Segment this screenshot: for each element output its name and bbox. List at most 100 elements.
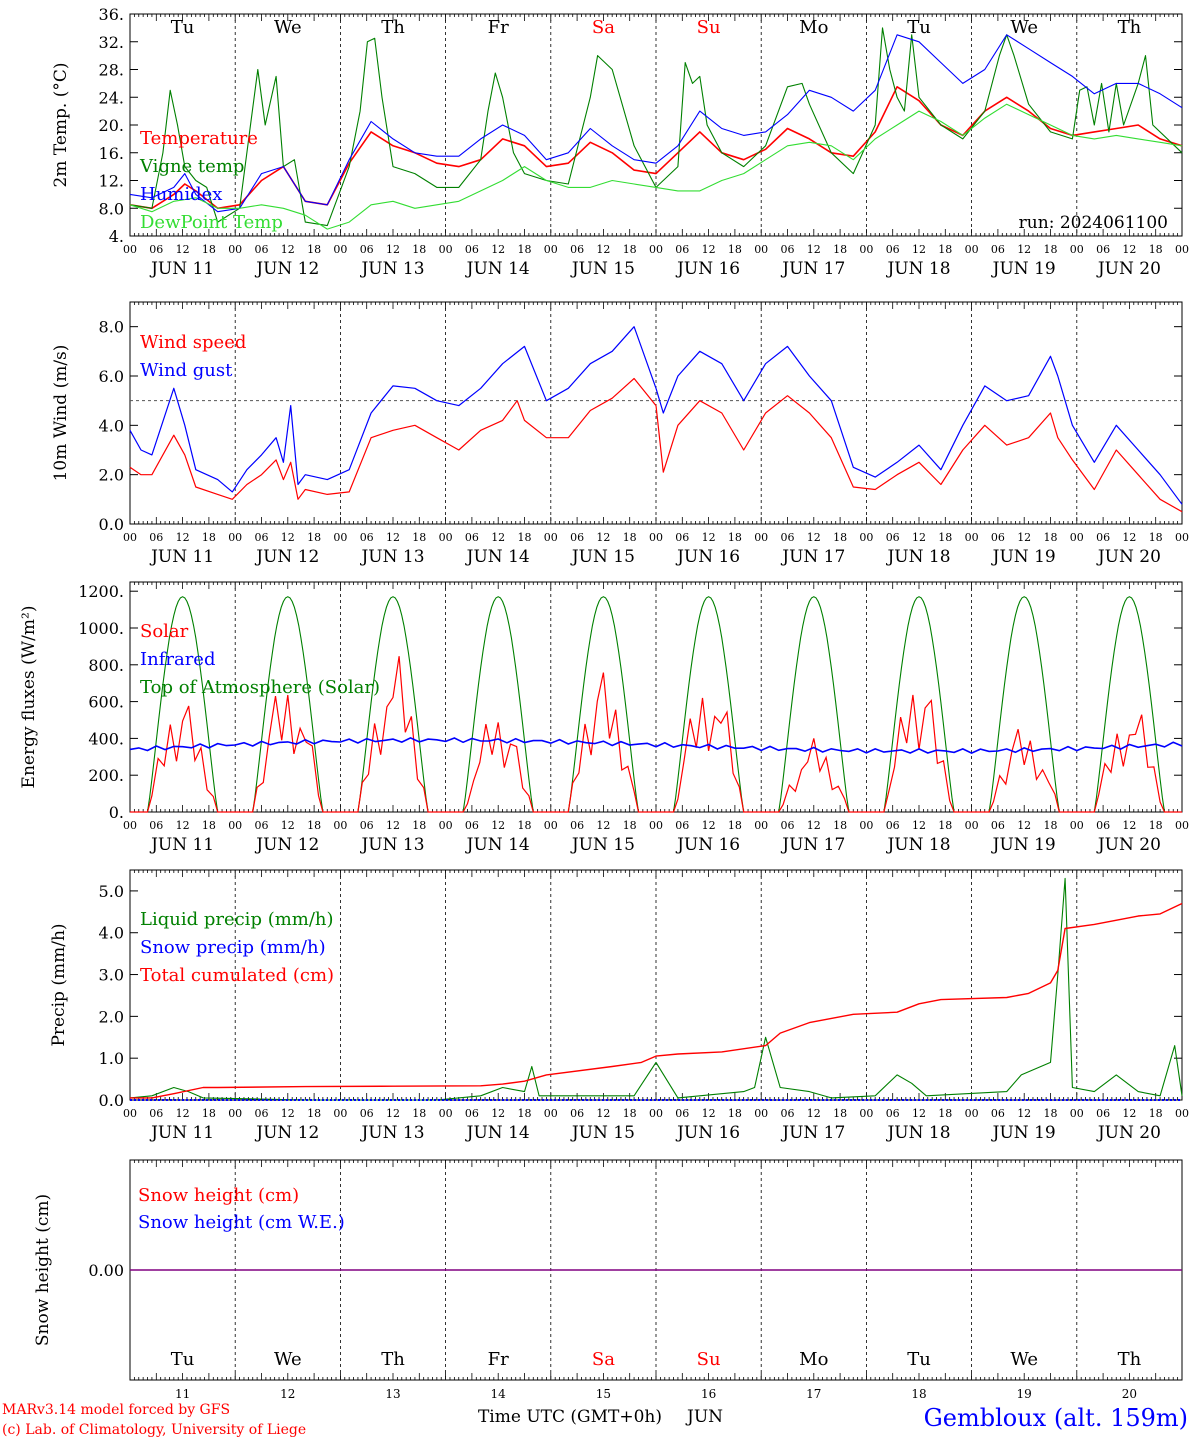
wind-date-label: JUN 20 xyxy=(1096,547,1161,567)
snow-weekday-label: Su xyxy=(697,1349,721,1370)
energy-hour-label: 06 xyxy=(465,819,479,832)
snow-weekday-label: Th xyxy=(1118,1349,1142,1370)
x-axis-label: Time UTC (GMT+0h) xyxy=(478,1407,662,1427)
run-label: run: 2024061100 xyxy=(1019,213,1168,233)
temperature-hour-label: 12 xyxy=(491,243,505,256)
wind-date-label: JUN 11 xyxy=(149,547,214,567)
precip-hour-label: 18 xyxy=(307,1107,321,1120)
temperature-legend-entry: Humidex xyxy=(140,184,222,205)
precip-hour-label: 00 xyxy=(333,1107,347,1120)
temperature-hour-label: 06 xyxy=(149,243,163,256)
temperature-date-label: JUN 17 xyxy=(780,259,845,279)
energy-legend-entry: Infrared xyxy=(140,649,215,670)
energy-hour-label: 06 xyxy=(675,819,689,832)
day-number-label: 17 xyxy=(806,1387,821,1401)
temperature-hour-label: 18 xyxy=(412,243,426,256)
energy-legend-entry: Solar xyxy=(140,621,189,642)
wind-y-tick-label: 8.0 xyxy=(99,318,124,337)
energy-toa-arch xyxy=(1093,596,1166,813)
temperature-weekday-label: Sa xyxy=(592,17,615,38)
precip-date-label: JUN 14 xyxy=(465,1123,530,1143)
energy-hour-label: 06 xyxy=(781,819,795,832)
precip-hour-label: 06 xyxy=(149,1107,163,1120)
precip-hour-label: 00 xyxy=(1175,1107,1189,1120)
wind-hour-label: 18 xyxy=(518,531,532,544)
temperature-hour-label: 18 xyxy=(307,243,321,256)
snow-weekday-label: Tu xyxy=(907,1349,931,1370)
wind-hour-label: 00 xyxy=(1070,531,1084,544)
energy-hour-label: 12 xyxy=(702,819,716,832)
precip-hour-label: 06 xyxy=(255,1107,269,1120)
precip-date-label: JUN 20 xyxy=(1096,1123,1161,1143)
wind-hour-label: 00 xyxy=(859,531,873,544)
wind-hour-label: 12 xyxy=(491,531,505,544)
energy-hour-label: 18 xyxy=(1149,819,1163,832)
precip-hour-label: 06 xyxy=(781,1107,795,1120)
precip-date-label: JUN 12 xyxy=(254,1123,319,1143)
energy-hour-label: 18 xyxy=(412,819,426,832)
energy-hour-label: 18 xyxy=(938,819,952,832)
precip-hour-label: 18 xyxy=(833,1107,847,1120)
precip-hour-label: 06 xyxy=(1096,1107,1110,1120)
wind-y-tick-label: 0.0 xyxy=(99,515,124,534)
temperature-hour-label: 06 xyxy=(991,243,1005,256)
energy-toa-arch xyxy=(988,596,1060,813)
energy-y-tick-label: 1200. xyxy=(78,582,124,601)
temperature-weekday-label: Tu xyxy=(171,17,195,38)
energy-hour-label: 12 xyxy=(596,819,610,832)
energy-hour-label: 00 xyxy=(1070,819,1084,832)
wind-hour-label: 00 xyxy=(439,531,453,544)
day-number-label: 12 xyxy=(280,1387,295,1401)
precip-date-label: JUN 13 xyxy=(359,1123,424,1143)
precip-y-tick-label: 1.0 xyxy=(99,1049,124,1068)
precip-y-tick-label: 5.0 xyxy=(99,882,124,901)
temperature-y-axis-label: 2m Temp. (°C) xyxy=(51,62,71,187)
energy-toa-arch xyxy=(672,596,745,813)
snow-weekday-label: Fr xyxy=(488,1349,509,1370)
precip-date-label: JUN 17 xyxy=(780,1123,845,1143)
energy-hour-label: 00 xyxy=(333,819,347,832)
temperature-hour-label: 00 xyxy=(544,243,558,256)
energy-toa-arch xyxy=(567,596,640,813)
precip-date-label: JUN 15 xyxy=(570,1123,635,1143)
temperature-hour-label: 18 xyxy=(1044,243,1058,256)
energy-date-label: JUN 15 xyxy=(570,835,635,855)
energy-y-tick-label: 600. xyxy=(88,693,124,712)
day-number-label: 16 xyxy=(701,1387,716,1401)
location-label: Gembloux (alt. 159m) xyxy=(924,1404,1188,1432)
temperature-hour-label: 18 xyxy=(518,243,532,256)
energy-hour-label: 06 xyxy=(1096,819,1110,832)
energy-hour-label: 06 xyxy=(991,819,1005,832)
temperature-hour-label: 00 xyxy=(1070,243,1084,256)
energy-hour-label: 12 xyxy=(281,819,295,832)
wind-hour-label: 18 xyxy=(412,531,426,544)
precip-date-label: JUN 19 xyxy=(991,1123,1056,1143)
precip-date-label: JUN 18 xyxy=(885,1123,950,1143)
wind-hour-label: 12 xyxy=(1122,531,1136,544)
wind-series-1-line xyxy=(129,326,1183,505)
wind-date-label: JUN 18 xyxy=(885,547,950,567)
wind-hour-label: 12 xyxy=(912,531,926,544)
wind-hour-label: 12 xyxy=(386,531,400,544)
precip-hour-label: 12 xyxy=(596,1107,610,1120)
temperature-y-tick-label: 20. xyxy=(99,116,124,135)
precip-y-tick-label: 0.0 xyxy=(99,1091,124,1110)
precip-series-0-line xyxy=(129,877,1183,1101)
precip-hour-label: 00 xyxy=(965,1107,979,1120)
temperature-date-label: JUN 14 xyxy=(465,259,530,279)
energy-hour-label: 18 xyxy=(833,819,847,832)
temperature-hour-label: 12 xyxy=(912,243,926,256)
temperature-y-tick-label: 12. xyxy=(99,172,124,191)
energy-legend-entry: Top of Atmosphere (Solar) xyxy=(140,677,380,698)
wind-hour-label: 00 xyxy=(649,531,663,544)
precip-hour-label: 18 xyxy=(1149,1107,1163,1120)
energy-hour-label: 00 xyxy=(1175,819,1189,832)
precip-legend-entry: Total cumulated (cm) xyxy=(140,965,334,986)
temperature-hour-label: 18 xyxy=(1149,243,1163,256)
temperature-weekday-label: Fr xyxy=(488,17,509,38)
energy-hour-label: 00 xyxy=(754,819,768,832)
wind-hour-label: 12 xyxy=(807,531,821,544)
energy-date-label: JUN 18 xyxy=(885,835,950,855)
temperature-weekday-label: Mo xyxy=(799,17,828,38)
temperature-y-tick-label: 36. xyxy=(99,5,124,24)
